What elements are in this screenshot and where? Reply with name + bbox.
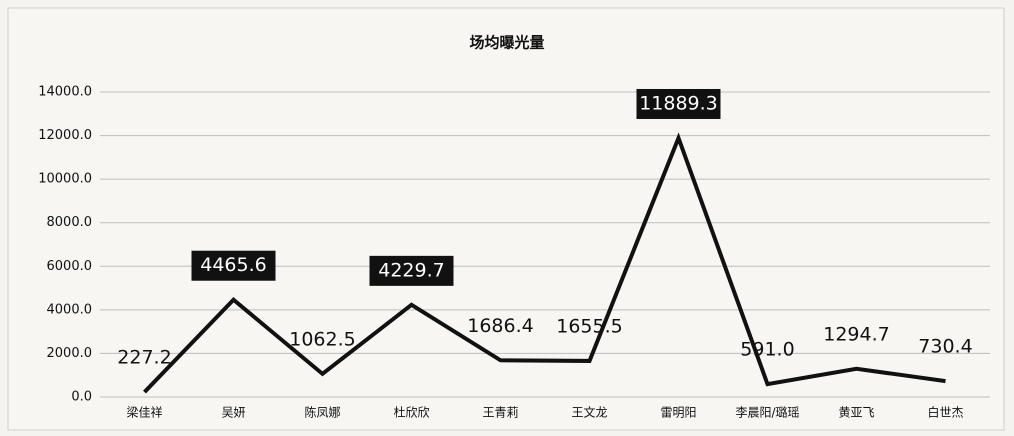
value-label: 4229.7 — [378, 259, 444, 281]
value-label: 1062.5 — [289, 328, 355, 350]
y-tick-label: 2000.0 — [47, 346, 93, 361]
x-tick-label: 李晨阳/璐瑶 — [735, 405, 799, 420]
x-tick-label: 梁佳祥 — [126, 405, 162, 420]
x-tick-label: 雷明阳 — [660, 406, 696, 420]
y-tick-label: 10000.0 — [38, 172, 92, 187]
value-label: 11889.3 — [639, 92, 718, 114]
value-label: 227.2 — [117, 347, 171, 369]
value-label: 730.4 — [918, 336, 972, 358]
value-label: 591.0 — [740, 339, 794, 361]
y-tick-label: 0.0 — [71, 390, 92, 405]
x-tick-label: 白世杰 — [927, 405, 963, 420]
chart-title: 场均曝光量 — [469, 34, 544, 52]
value-label: 4465.6 — [200, 254, 266, 276]
value-label-box — [636, 88, 721, 119]
y-tick-label: 4000.0 — [47, 302, 93, 317]
value-label-box — [369, 255, 454, 286]
value-label-box — [191, 250, 276, 281]
x-tick-label: 杜欣欣 — [393, 405, 429, 420]
x-tick-label: 吴妍 — [221, 406, 245, 420]
x-tick-label: 黄亚飞 — [838, 406, 874, 420]
x-tick-label: 王青莉 — [482, 406, 518, 420]
y-tick-label: 14000.0 — [38, 85, 92, 100]
x-tick-label: 陈凤娜 — [304, 405, 340, 420]
y-tick-label: 6000.0 — [47, 259, 93, 274]
value-label: 1655.5 — [556, 315, 622, 337]
y-tick-label: 8000.0 — [47, 215, 93, 230]
y-tick-label: 12000.0 — [38, 128, 92, 143]
value-label: 1294.7 — [823, 323, 889, 345]
value-label: 1686.4 — [467, 315, 533, 337]
data-line — [143, 132, 946, 394]
x-tick-label: 王文龙 — [571, 405, 607, 420]
